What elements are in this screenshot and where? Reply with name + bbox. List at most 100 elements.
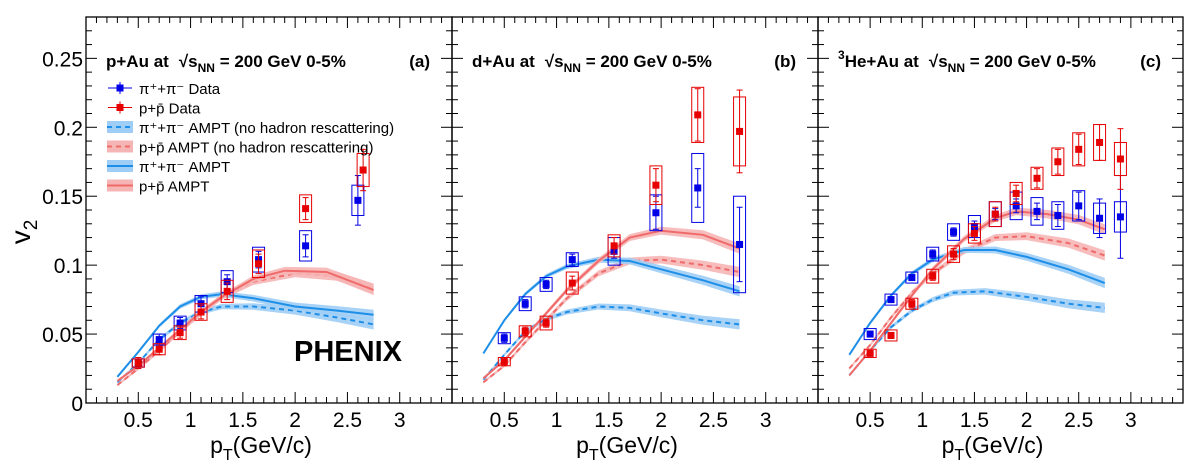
y-tick-label: 0.15	[42, 186, 83, 209]
data-point	[1096, 138, 1104, 146]
systematic-box	[299, 230, 313, 262]
x-tick-label: 2.5	[333, 409, 362, 432]
panel-title-sqrt-sign: √	[179, 52, 189, 71]
data-point	[302, 205, 310, 213]
panel-title-sqrt-sub: NN	[948, 61, 965, 75]
x-axis-title-sub: T	[589, 447, 599, 464]
systematic-box	[1009, 181, 1023, 205]
x-tick-label: 3	[394, 409, 406, 432]
x-tick-label: 0.5	[490, 409, 519, 432]
y-tick-label: 0.1	[54, 255, 83, 278]
data-points	[863, 124, 1127, 359]
data-point	[542, 280, 550, 288]
x-tick-label: 0.5	[856, 409, 885, 432]
ampt-curve-no-rescattering	[848, 290, 1105, 377]
data-point	[1012, 189, 1020, 197]
systematic-box	[1072, 190, 1086, 222]
data-point	[970, 229, 978, 237]
systematic-box	[252, 249, 266, 279]
systematic-box	[649, 165, 663, 205]
data-point	[991, 210, 999, 218]
systematic-box	[691, 152, 705, 223]
x-tick-label: 2.5	[1064, 409, 1093, 432]
systematic-box	[299, 194, 313, 223]
systematic-box	[733, 195, 747, 294]
y-axis-title-sub: 2	[21, 220, 42, 231]
ampt-curve-no-rescattering	[482, 258, 740, 384]
legend-marker	[116, 104, 124, 111]
panel-title-system: d+Au at	[472, 52, 535, 71]
panel-title-energy: = 200 GeV 0-5%	[965, 52, 1096, 71]
data-point	[908, 300, 916, 308]
data-point	[176, 319, 184, 327]
x-tick-label: 1	[551, 409, 563, 432]
legend-label: π⁺+π⁻ AMPT	[139, 159, 230, 176]
legend-item-pion_ampt_nohr: π⁺+π⁻ AMPT (no hadron rescattering)	[107, 120, 394, 137]
legend: π⁺+π⁻ Data p+p̄ Data π⁺+π⁻ AMPT (no hadron…	[107, 81, 394, 196]
legend-item-proton_ampt_nohr: p+p̄ AMPT (no hadron rescattering)	[107, 140, 373, 157]
data-point	[302, 242, 310, 250]
y-tick-label: 0.25	[42, 48, 83, 71]
ampt-band	[849, 246, 1105, 356]
data-point	[610, 242, 618, 250]
data-point	[866, 330, 874, 338]
legend-item-proton_data: p+p̄ Data	[108, 101, 201, 118]
x-tick-label: 2	[289, 409, 301, 432]
systematic-box	[1051, 147, 1065, 177]
data-point	[568, 256, 576, 264]
panel-title-sup: 3	[838, 48, 845, 62]
ampt-curve-no-rescattering	[116, 305, 374, 384]
systematic-box	[947, 245, 961, 263]
ampt-curve	[482, 229, 740, 379]
ampt-curve	[116, 293, 374, 378]
x-tick-label: 1.5	[960, 409, 989, 432]
x-tick-label: 1.5	[594, 409, 623, 432]
data-point	[223, 287, 231, 295]
systematic-box	[565, 252, 579, 268]
data-point	[521, 327, 529, 335]
panel-title-sqrt-sub: NN	[564, 61, 581, 75]
data-point	[542, 319, 550, 327]
systematic-box	[565, 271, 579, 295]
x-tick-label: 2.5	[699, 409, 728, 432]
systematic-box	[863, 348, 877, 359]
data-point	[694, 184, 702, 192]
legend-label: π⁺+π⁻ AMPT (no hadron rescattering)	[139, 120, 394, 137]
systematic-box	[691, 86, 705, 143]
systematic-box	[194, 303, 208, 321]
data-point	[1033, 207, 1041, 215]
data-point	[1096, 214, 1104, 222]
data-point	[1075, 145, 1083, 153]
systematic-box	[926, 268, 940, 284]
data-point	[155, 345, 163, 353]
data-point	[176, 329, 184, 337]
systematic-box	[905, 297, 919, 310]
data-point	[908, 274, 916, 282]
x-tick-label: 1	[916, 409, 928, 432]
ampt-curves	[848, 207, 1106, 377]
data-points	[131, 148, 370, 370]
data-point	[500, 334, 508, 342]
x-tick-label: 1.5	[228, 409, 257, 432]
data-point	[694, 111, 702, 119]
data-point	[950, 228, 958, 236]
legend-item-pion_ampt: π⁺+π⁻ AMPT	[107, 159, 230, 176]
data-point	[155, 336, 163, 344]
phenix-watermark: PHENIX	[294, 336, 403, 368]
data-point	[359, 166, 367, 174]
systematic-box	[1072, 132, 1086, 167]
ampt-band	[849, 207, 1105, 377]
data-point	[1116, 155, 1124, 163]
panel-title-sqrt-arg: s	[188, 52, 197, 71]
systematic-box	[1030, 166, 1044, 190]
systematic-box	[497, 332, 511, 345]
y-axis-title: v2	[5, 220, 42, 245]
legend-item-pion_data: π⁺+π⁻ Data	[108, 81, 221, 98]
legend-label: p+p̄ Data	[139, 101, 201, 118]
data-point	[1033, 174, 1041, 182]
data-point	[736, 240, 744, 248]
legend-label: p+p̄ AMPT (no hadron rescattering)	[139, 140, 373, 157]
y-tick-label: 0	[71, 393, 83, 416]
data-point	[652, 181, 660, 189]
systematic-box	[905, 271, 919, 284]
